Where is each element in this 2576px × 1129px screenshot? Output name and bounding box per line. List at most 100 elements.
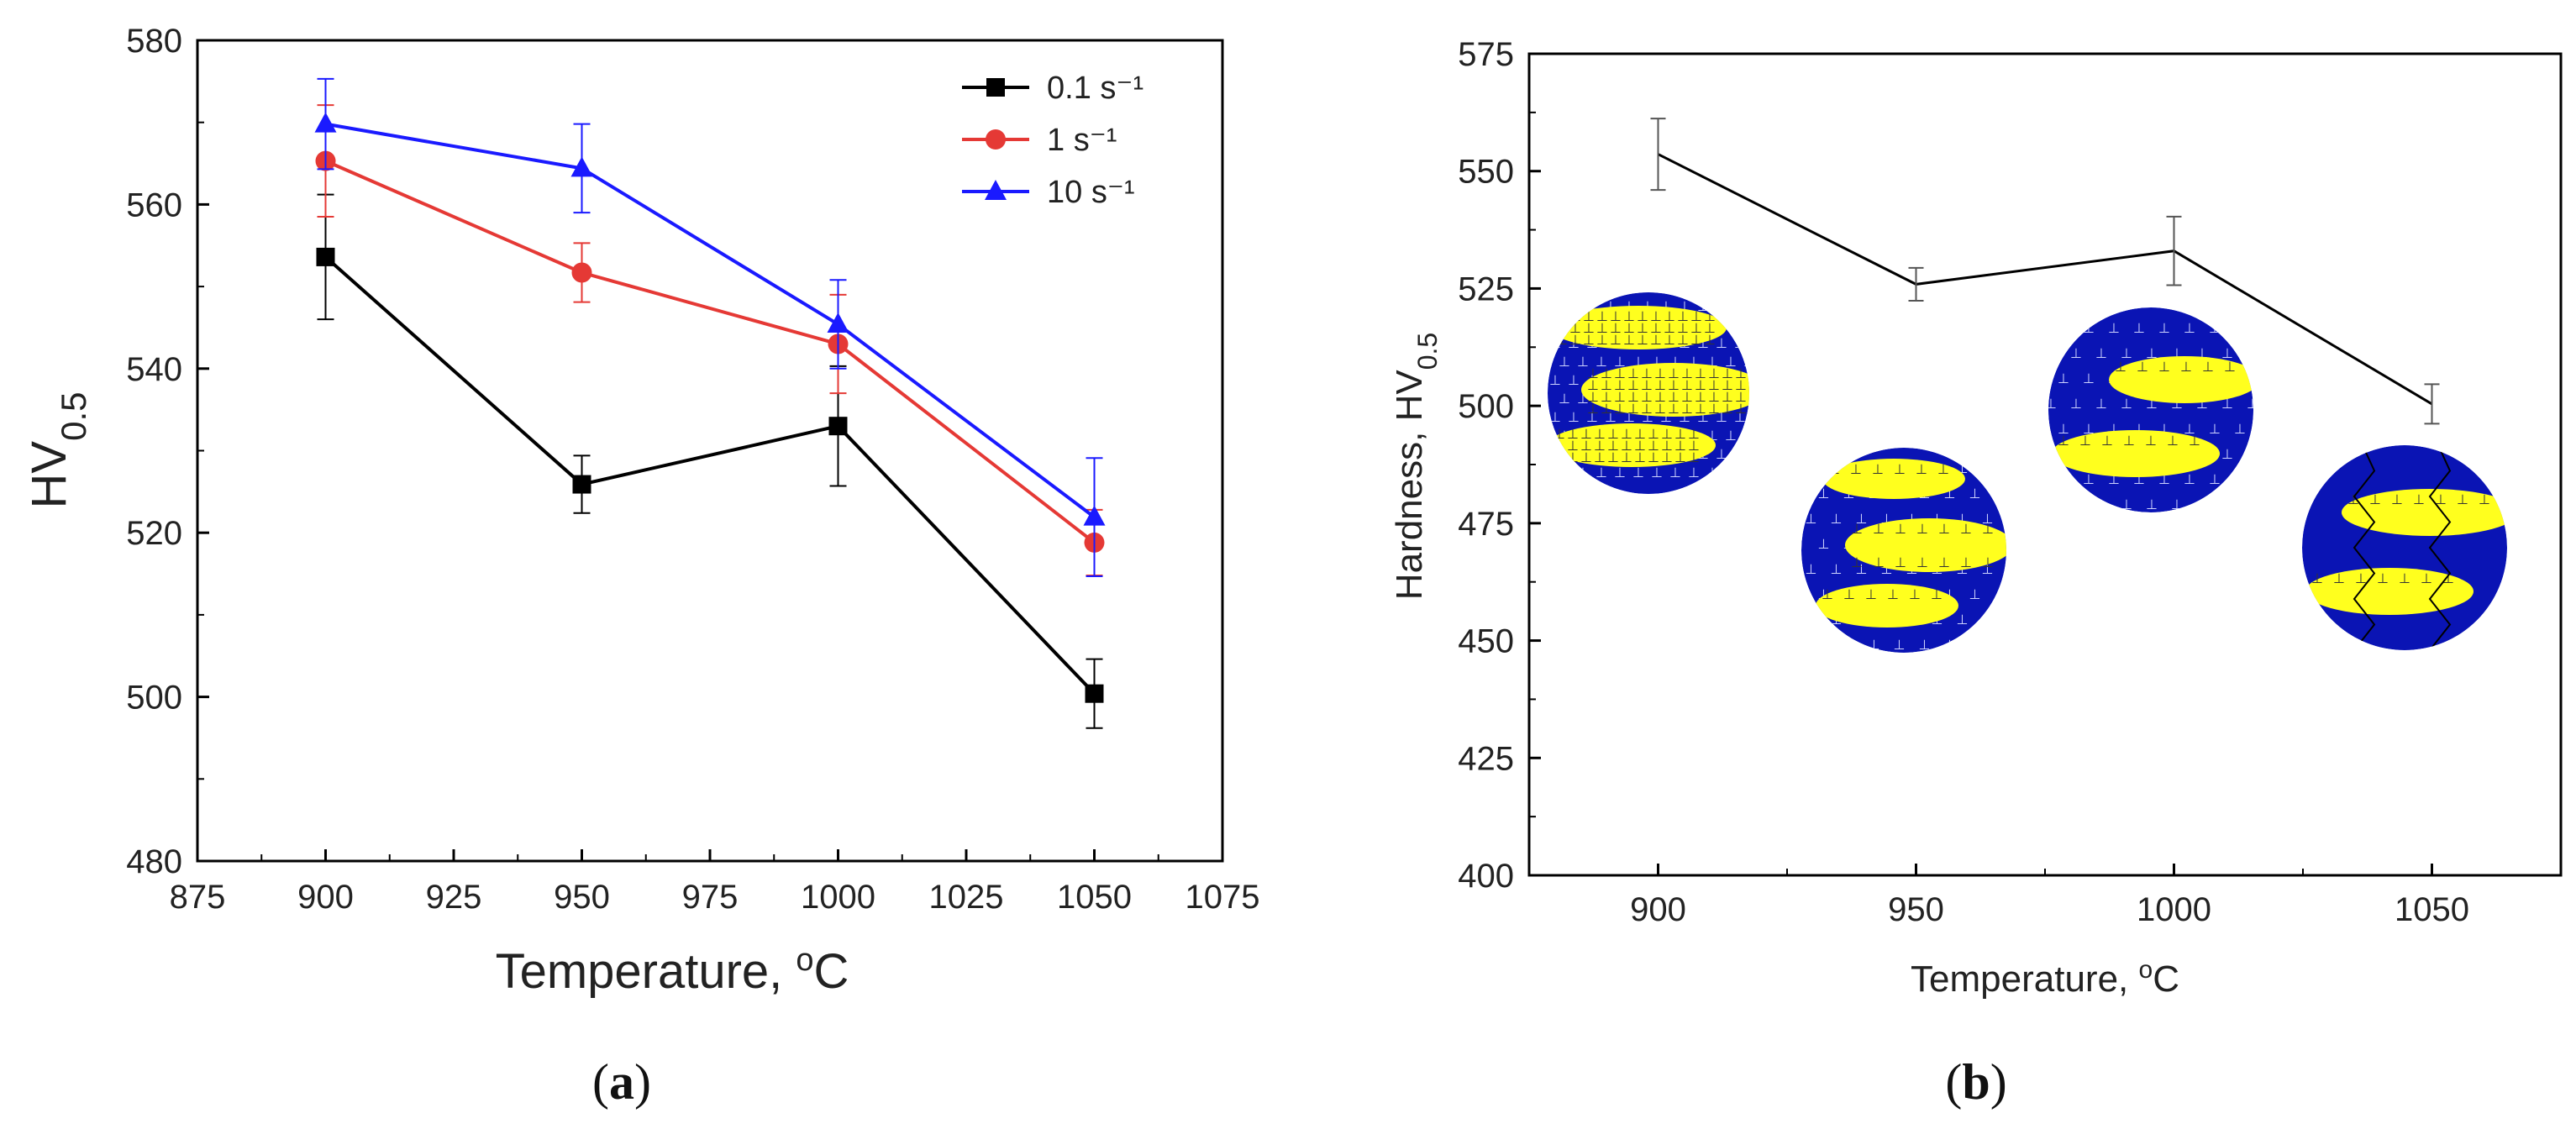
dislocation-symbol: ⊥	[2070, 496, 2082, 512]
dislocation-symbol: ⊥	[2121, 345, 2132, 361]
dislocation-symbol: ⊥	[2121, 396, 2132, 412]
band-dislocation: ⊥	[1735, 365, 1747, 381]
band-dislocation: ⊥	[1887, 586, 1899, 602]
dislocation-symbol: ⊥	[1734, 298, 1746, 314]
band-dislocation: ⊥	[1607, 449, 1619, 465]
dislocation-symbol: ⊥	[1995, 586, 2006, 602]
band-dislocation: ⊥	[1894, 461, 1906, 477]
dislocation-symbol: ⊥	[1982, 612, 1994, 628]
band-dislocation: ⊥	[1681, 389, 1693, 405]
dislocation-symbol: ⊥	[1614, 465, 1626, 480]
band-dislocation: ⊥	[1634, 438, 1646, 454]
dislocation-symbol: ⊥	[1982, 460, 1994, 476]
band-dislocation: ⊥	[1601, 401, 1612, 417]
band-dislocation: ⊥	[1587, 365, 1599, 381]
x-tick-label: 875	[170, 879, 226, 916]
band-dislocation: ⊥	[1668, 401, 1680, 417]
band-dislocation: ⊥	[1596, 308, 1608, 324]
legend-label: 0.1 s⁻¹	[1047, 71, 1143, 106]
band-dislocation: ⊥	[2137, 359, 2148, 375]
dislocation-symbol: ⊥	[2121, 295, 2132, 311]
inset-body: ⊥⊥⊥⊥⊥⊥⊥⊥⊥⊥⊥⊥⊥⊥⊥⊥⊥⊥⊥⊥⊥⊥⊥⊥⊥⊥⊥⊥⊥⊥⊥⊥⊥⊥⊥⊥⊥⊥⊥⊥…	[2045, 295, 2271, 512]
band-dislocation: ⊥	[1607, 426, 1619, 442]
x-tick-label: 1000	[2137, 891, 2211, 928]
band-dislocation: ⊥	[1650, 320, 1662, 336]
band-dislocation: ⊥	[1614, 401, 1626, 417]
legend-label: 1 s⁻¹	[1047, 123, 1117, 158]
dislocation-symbol: ⊥	[1894, 435, 1906, 451]
dislocation-symbol: ⊥	[2058, 471, 2069, 487]
dislocation-symbol: ⊥	[2146, 295, 2158, 311]
band-dislocation: ⊥	[1654, 377, 1666, 393]
x-tick-label: 1050	[2395, 891, 2469, 928]
dislocation-symbol: ⊥	[1568, 298, 1580, 314]
band-dislocation: ⊥	[1690, 320, 1702, 336]
band-dislocation: ⊥	[1982, 521, 1994, 537]
band-dislocation: ⊥	[2058, 433, 2069, 449]
panel-b-label: (b)	[1945, 1054, 2006, 1110]
band-dislocation: ⊥	[1661, 438, 1673, 454]
band-dislocation: ⊥	[1708, 377, 1720, 393]
dislocation-symbol: ⊥	[2007, 612, 2019, 628]
band-dislocation: ⊥	[1681, 401, 1693, 417]
dislocation-symbol: ⊥	[1969, 486, 1981, 501]
band-dislocation: ⊥	[1677, 320, 1689, 336]
band-dislocation: ⊥	[1704, 332, 1716, 348]
band-dislocation: ⊥	[1674, 438, 1686, 454]
band-dislocation: ⊥	[2123, 433, 2135, 449]
band-dislocation: ⊥	[1865, 586, 1877, 602]
band-dislocation: ⊥	[1708, 365, 1720, 381]
band-dislocation: ⊥	[1556, 308, 1568, 324]
dislocation-symbol: ⊥	[1843, 637, 1855, 653]
y-tick-label: 475	[1458, 506, 1514, 543]
y-tick-label: 400	[1458, 858, 1514, 895]
panel-a-legend: 0.1 s⁻¹ 1 s⁻¹ 10 s⁻¹	[962, 71, 1143, 210]
data-point	[1083, 505, 1106, 526]
band-dislocation: ⊥	[1695, 365, 1706, 381]
dislocation-symbol: ⊥	[2247, 496, 2258, 512]
band-dislocation: ⊥	[1722, 377, 1733, 393]
y-tick-label: 480	[126, 843, 182, 880]
band-dislocation: ⊥	[1553, 438, 1565, 454]
band-dislocation: ⊥	[2158, 359, 2170, 375]
dislocation-symbol: ⊥	[1944, 435, 1956, 451]
dislocation-symbol: ⊥	[2007, 511, 2019, 527]
band-dislocation: ⊥	[1601, 389, 1612, 405]
dislocation-symbol: ⊥	[2045, 396, 2057, 412]
dislocation-symbol: ⊥	[1586, 409, 1598, 425]
dislocation-symbol: ⊥	[2247, 446, 2258, 462]
dislocation-symbol: ⊥	[1549, 446, 1561, 462]
dislocation-symbol: ⊥	[1856, 511, 1868, 527]
dislocation-symbol: ⊥	[1995, 486, 2006, 501]
band-dislocation: ⊥	[1623, 320, 1635, 336]
dislocation-symbol: ⊥	[1806, 460, 1817, 476]
band-dislocation: ⊥	[1722, 401, 1733, 417]
dislocation-symbol: ⊥	[2171, 496, 2183, 512]
dislocation-symbol: ⊥	[1596, 465, 1607, 480]
band-dislocation: ⊥	[1822, 586, 1833, 602]
band-dislocation: ⊥	[1735, 389, 1747, 405]
y-tick-label: 580	[126, 23, 182, 60]
band-dislocation: ⊥	[1664, 320, 1675, 336]
band-dislocation: ⊥	[1690, 308, 1702, 324]
band-dislocation: ⊥	[1594, 426, 1606, 442]
dislocation-symbol: ⊥	[2121, 496, 2132, 512]
dislocation-symbol: ⊥	[2020, 435, 2032, 451]
dislocation-symbol: ⊥	[2259, 471, 2271, 487]
band-dislocation: ⊥	[1982, 554, 1994, 570]
band-dislocation: ⊥	[2333, 570, 2345, 586]
band-dislocation: ⊥	[1567, 438, 1579, 454]
band-dislocation: ⊥	[1931, 586, 1943, 602]
data-point	[316, 247, 335, 266]
dislocation-symbol: ⊥	[2108, 320, 2120, 336]
band-dislocation: ⊥	[1614, 365, 1626, 381]
x-tick-label: 900	[297, 879, 354, 916]
yellow-band	[1816, 584, 1958, 628]
band-dislocation: ⊥	[1650, 308, 1662, 324]
dislocation-symbol: ⊥	[2083, 320, 2095, 336]
band-dislocation: ⊥	[1627, 365, 1639, 381]
legend-label: 10 s⁻¹	[1047, 175, 1135, 210]
band-dislocation: ⊥	[1634, 426, 1646, 442]
microstructure-inset-0: ⊥ ⊥ ⊥ ⊥ ⊥ ⊥ ⊥ ⊥ ⊥ ⊥ ⊥⊥ ⊥ ⊥ ⊥ ⊥ ⊥ ⊥ ⊥ ⊥⊥ ⊥ ⊥⊥ ⊥ ⊥ ⊥ ⊥⊥ ⊥ ⊥ ⊥ ⊥ ⊥ ⊥ ⊥ ⊥ ⊥ ⊥⊥…	[1548, 292, 1749, 494]
band-dislocation: ⊥	[1938, 554, 1950, 570]
